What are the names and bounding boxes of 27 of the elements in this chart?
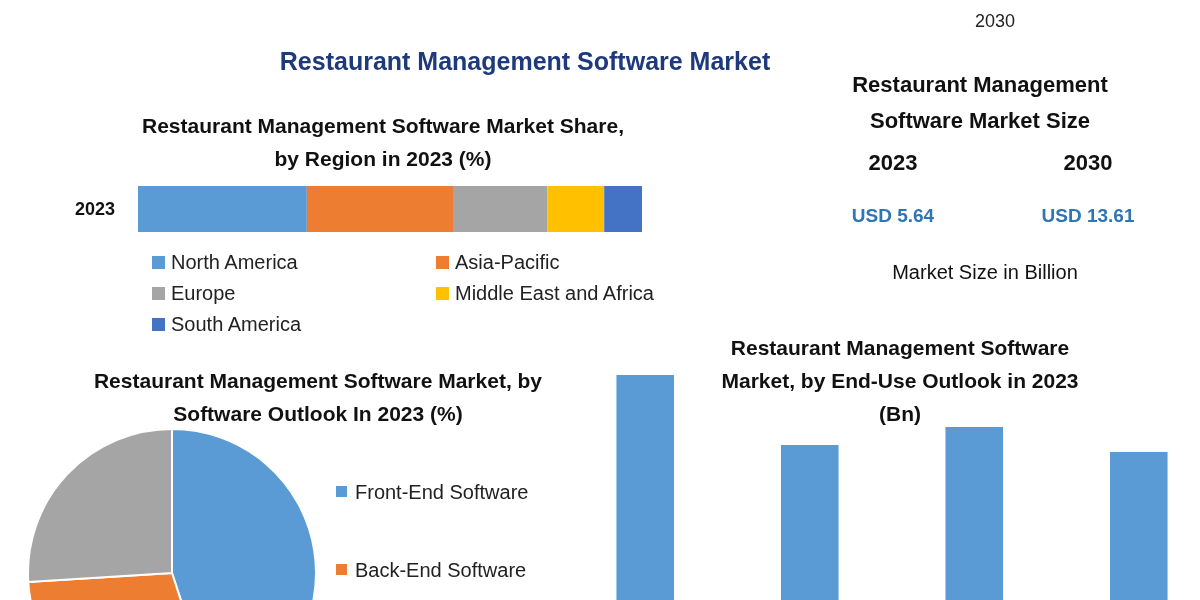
bar [138, 186, 307, 232]
category-label: 2030 [1063, 150, 1113, 175]
bar [780, 444, 839, 600]
text: Market Size in Billion [892, 261, 1078, 283]
legend-label: Europe [171, 282, 236, 304]
bar [547, 186, 605, 232]
bar [306, 186, 453, 232]
bar [616, 375, 675, 600]
category-label: 2023 [868, 150, 918, 175]
bar [604, 186, 642, 232]
legend-label: North America [171, 251, 299, 273]
bar [1109, 451, 1168, 600]
bar [945, 426, 1004, 600]
text: USD 13.61 [1041, 205, 1135, 226]
bar [453, 186, 548, 232]
text: Restaurant Management Software Market [279, 47, 771, 75]
text: Restaurant Management Software Market Size [852, 72, 1109, 133]
chart-title: Restaurant Management Software Market, by Software Outlook In 2023 (%) [93, 369, 543, 425]
text: 2030 [974, 11, 1016, 31]
legend-label: South America [171, 313, 302, 335]
chart-title: Restaurant Management Software Market, by End-Use Outlook in 2023 (Bn) [721, 336, 1079, 425]
legend-label: Back-End Software [355, 559, 527, 581]
legend-label: Front-End Software [355, 481, 529, 503]
legend-label: Asia-Pacific [455, 251, 560, 273]
text: USD 5.64 [851, 205, 935, 226]
legend-label: Middle East and Africa [455, 282, 655, 304]
chart-title: Restaurant Management Software Market Share, by Region in 2023 (%) [142, 114, 624, 170]
